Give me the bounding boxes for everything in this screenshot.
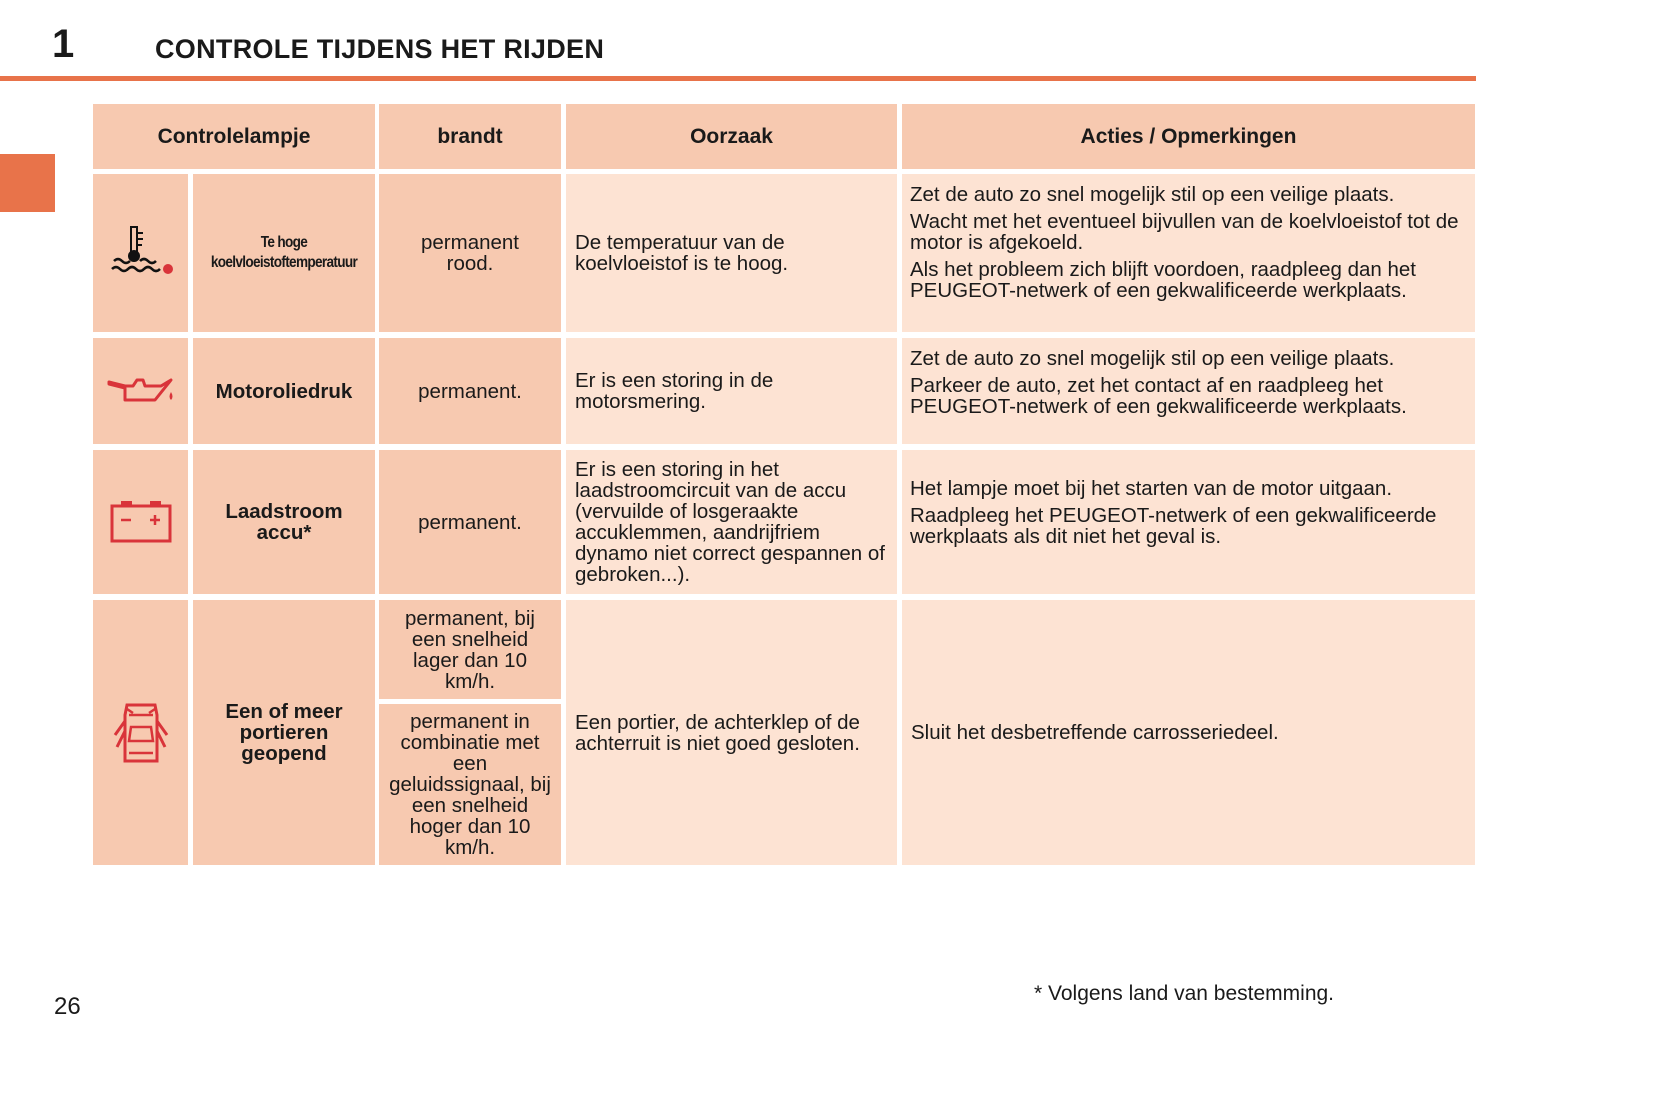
brandt-value: permanent. bbox=[379, 338, 561, 444]
acties-text: Zet de auto zo snel mogelijk stil op een… bbox=[902, 174, 1475, 332]
page-number: 26 bbox=[54, 993, 81, 1020]
oorzaak-text: Er is een storing in de motorsmering. bbox=[566, 338, 897, 444]
acties-text: Sluit het desbetreffende carrosseriedeel… bbox=[902, 600, 1475, 865]
footnote: * Volgens land van bestemming. bbox=[1034, 982, 1335, 1005]
oil-pressure-icon bbox=[93, 338, 188, 444]
warning-name: Laadstroom accu* bbox=[193, 450, 375, 594]
column-header-acties: Acties / Opmerkingen bbox=[902, 104, 1475, 169]
brandt-value: permanent in combinatie met een geluidss… bbox=[379, 704, 561, 865]
brandt-value: permanent, bij een snelheid lager dan 10… bbox=[379, 600, 561, 699]
column-header-oorzaak: Oorzaak bbox=[566, 104, 897, 169]
battery-icon bbox=[93, 450, 188, 594]
acties-text: Zet de auto zo snel mogelijk stil op een… bbox=[902, 338, 1475, 444]
brandt-value: permanent rood. bbox=[379, 174, 561, 332]
chapter-number: 1 bbox=[52, 22, 75, 66]
column-header-controlelampje: Controlelampje bbox=[93, 104, 375, 169]
warning-name: Motoroliedruk bbox=[193, 338, 375, 444]
door-open-icon bbox=[93, 600, 188, 865]
acties-text: Het lampje moet bij het starten van de m… bbox=[902, 450, 1475, 594]
chapter-tab bbox=[0, 154, 55, 212]
column-header-brandt: brandt bbox=[379, 104, 561, 169]
oorzaak-text: De temperatuur van de koelvloeistof is t… bbox=[566, 174, 897, 332]
warning-name: Een of meer portieren geopend bbox=[193, 600, 375, 865]
brandt-value: permanent. bbox=[379, 450, 561, 594]
coolant-temperature-icon bbox=[93, 174, 188, 332]
oorzaak-text: Een portier, de achterklep of de achterr… bbox=[566, 600, 897, 865]
header-divider bbox=[0, 76, 1476, 81]
page-title: CONTROLE TIJDENS HET RIJDEN bbox=[155, 34, 605, 64]
warning-name: Te hoge koelvloeistoftemperatuur bbox=[193, 174, 375, 332]
oorzaak-text: Er is een storing in het laadstroomcircu… bbox=[566, 450, 897, 594]
